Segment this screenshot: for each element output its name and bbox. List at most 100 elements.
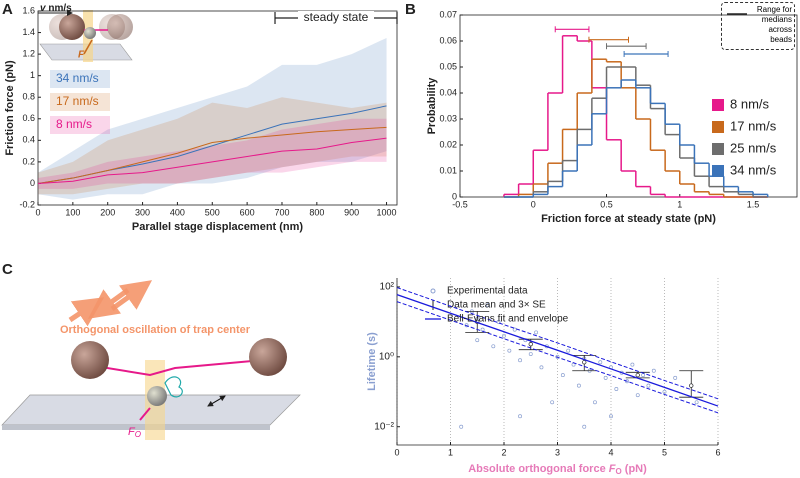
- x-axis-label-part: F: [609, 463, 616, 475]
- data-point: [630, 362, 635, 367]
- y-tick-label: 0: [452, 191, 457, 201]
- x-tick-label: 900: [344, 207, 359, 217]
- x-tick-label: 6: [715, 447, 720, 457]
- y-tick-label: 0.07: [439, 9, 457, 19]
- force-label: FO: [128, 426, 141, 439]
- legend-label: 8 nm/s: [56, 117, 92, 131]
- data-point: [662, 389, 667, 394]
- data-point: [507, 348, 512, 353]
- legend-box: [50, 116, 110, 134]
- y-axis-label: Friction force (pN): [4, 60, 16, 156]
- plot-frame: [37, 10, 398, 206]
- data-point: [593, 400, 597, 405]
- legend-label: 8 nm/s: [730, 96, 770, 111]
- data-point: [651, 368, 656, 373]
- legend-label: 34 nm/s: [56, 71, 99, 85]
- data-point: [491, 344, 496, 349]
- x-tick-label: 700: [274, 207, 289, 217]
- y-axis-label: Lifetime (s): [366, 332, 378, 391]
- mean-marker: [635, 372, 640, 378]
- legend-swatch: [712, 99, 724, 111]
- step-connector: [517, 59, 725, 197]
- data-point: [550, 400, 555, 405]
- x-axis-label: Absolute orthogonal force FO (pN): [468, 463, 647, 476]
- y-tick-label: 0.2: [22, 156, 35, 166]
- data-point: [625, 379, 630, 384]
- data-point: [576, 383, 581, 388]
- y-tick-label: 1: [30, 70, 35, 80]
- data-point: [635, 393, 640, 398]
- data-point: [560, 373, 565, 378]
- line: [37, 137, 387, 184]
- x-tick-label: 1000: [377, 207, 397, 217]
- x-tick-label: 5: [662, 447, 667, 457]
- x-tick-label: 0: [35, 207, 40, 217]
- data-point: [475, 338, 480, 343]
- x-axis-label: Parallel stage displacement (nm): [132, 221, 304, 233]
- data-point: [609, 414, 613, 419]
- x-axis-label-part: (pN): [622, 463, 647, 475]
- annotation-bg: [298, 11, 375, 25]
- legend-box: [50, 93, 110, 111]
- data-point: [528, 352, 533, 357]
- velocity-symbol: v: [40, 3, 47, 14]
- data-point: [598, 360, 603, 365]
- step-connector: [532, 80, 769, 197]
- x-axis-label-part: O: [616, 467, 622, 476]
- x-tick-label: 4: [608, 447, 613, 457]
- y-tick-label: 1.6: [22, 5, 35, 15]
- legend-label: 17 nm/s: [730, 118, 777, 133]
- data-point: [512, 327, 517, 332]
- y-tick-label: -0.2: [19, 199, 35, 209]
- inset-diagram: [38, 10, 133, 62]
- data-point: [539, 365, 544, 370]
- velocity-label: v nm/s: [40, 3, 72, 14]
- x-tick-label: 0: [531, 199, 536, 209]
- data-point: [646, 383, 651, 388]
- force-symbol: F: [128, 426, 136, 438]
- data-point: [673, 375, 678, 380]
- diagram-title: Orthogonal oscillation of trap center: [60, 324, 251, 336]
- x-tick-label: 2: [501, 447, 506, 457]
- data-point: [459, 424, 464, 429]
- y-tick-label: 0: [30, 178, 35, 188]
- y-tick-label: 0.05: [439, 61, 457, 71]
- panel-label: C: [2, 261, 13, 278]
- annotation: steady state: [304, 10, 369, 24]
- axis-line: [396, 278, 718, 446]
- legend-swatch: [712, 143, 724, 155]
- data-point: [603, 375, 608, 380]
- line: [37, 126, 387, 184]
- y-tick-label: 1.2: [22, 48, 35, 58]
- x-tick-label: 400: [170, 207, 185, 217]
- band: [38, 118, 387, 189]
- x-tick-label: 100: [65, 207, 80, 217]
- y-tick-label: 10⁻²: [374, 421, 394, 432]
- legend-label: Experimental data: [447, 286, 528, 297]
- x-tick-label: 0: [394, 447, 399, 457]
- mean-marker: [689, 383, 694, 388]
- legend-box: [50, 70, 110, 88]
- x-tick-label: 1.5: [747, 199, 760, 209]
- data-point: [641, 373, 646, 378]
- legend-note-text: Range for medians across beads: [756, 5, 792, 44]
- x-axis-label: Friction force at steady state (pN): [541, 213, 716, 225]
- x-tick-label: 1: [448, 447, 453, 457]
- data-point: [464, 323, 469, 328]
- x-tick-label: 800: [309, 207, 324, 217]
- data-point: [582, 424, 587, 429]
- x-tick-label: 200: [100, 207, 115, 217]
- x-tick-label: 0.5: [600, 199, 613, 209]
- legend-label: Data mean and 3× SE: [447, 300, 546, 311]
- band: [38, 37, 387, 200]
- y-tick-label: 0.01: [439, 165, 457, 175]
- legend-label: 34 nm/s: [730, 162, 777, 177]
- y-tick-label: 0.04: [439, 87, 457, 97]
- y-tick-label: 1.4: [22, 27, 35, 37]
- data-point: [480, 327, 485, 332]
- oscillation-diagram: [1, 280, 301, 440]
- fit-line: [396, 294, 719, 407]
- y-tick-label: 0.8: [22, 92, 35, 102]
- velocity-unit: nm/s: [46, 3, 73, 14]
